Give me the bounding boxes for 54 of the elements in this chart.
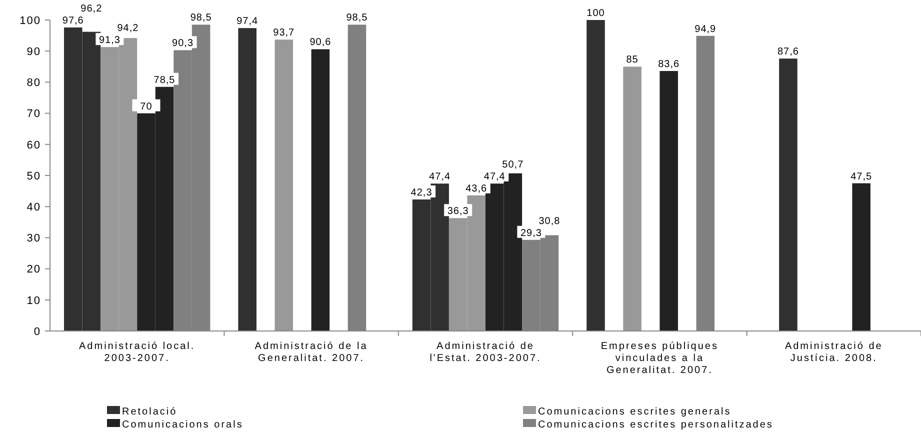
x-tick-label: Administració de la Generalitat. 2007. <box>254 341 368 364</box>
data-label: 100 <box>586 8 605 19</box>
x-tick-label: Empreses públiques vinculades a la Generalitat. 2007. <box>600 341 719 376</box>
x-tick-label: Administració local. 2003-2007. <box>79 341 196 364</box>
data-label: 96,2 <box>80 3 102 14</box>
data-label: 98,5 <box>190 12 212 24</box>
x-tick-label: Administració de l'Estat. 2003-2007. <box>430 341 542 364</box>
data-label: 90,3 <box>172 38 194 50</box>
data-label: 90,6 <box>310 37 332 48</box>
data-label: 42,3 <box>410 187 432 198</box>
data-label: 94,9 <box>694 24 716 35</box>
data-label: 43,6 <box>466 183 488 194</box>
bar <box>779 58 798 331</box>
data-label: 30,8 <box>538 216 560 227</box>
legend-label: Comunicacions orals <box>122 420 244 430</box>
y-tick-label: 70 <box>26 108 41 120</box>
data-label: 47,5 <box>850 171 872 182</box>
legend-label: Comunicacions escrites generals <box>538 406 732 418</box>
data-label: 50,7 <box>502 159 524 170</box>
y-tick-label: 30 <box>26 232 41 245</box>
bar <box>586 20 605 331</box>
y-tick-label: 20 <box>26 264 41 276</box>
data-label: 36,3 <box>447 206 469 218</box>
data-label: 29,3 <box>520 228 542 239</box>
data-label: 94,2 <box>117 23 139 34</box>
data-label: 85 <box>626 54 638 66</box>
data-label: 83,6 <box>658 59 680 70</box>
y-tick-label: 100 <box>20 14 41 27</box>
bar <box>623 66 642 331</box>
bar <box>311 49 330 331</box>
y-tick-label: 0 <box>34 326 41 338</box>
y-tick-label: 90 <box>26 46 41 58</box>
x-tick-label: Administració de Justícia. 2008. <box>784 341 883 364</box>
y-tick-label: 80 <box>26 77 41 90</box>
y-tick-label: 50 <box>26 170 41 182</box>
data-label: 93,7 <box>273 28 295 39</box>
data-label: 97,4 <box>236 16 258 28</box>
bar <box>852 183 870 331</box>
bar <box>238 28 256 331</box>
y-tick-label: 40 <box>26 201 41 214</box>
bar <box>274 40 294 331</box>
y-tick-label: 60 <box>26 139 41 152</box>
data-label: 70 <box>140 101 152 112</box>
legend-label: Retolació <box>122 406 178 418</box>
data-label: 47,4 <box>484 171 506 182</box>
data-label: 87,6 <box>777 46 799 58</box>
data-label: 91,3 <box>98 35 120 46</box>
data-label: 47,4 <box>429 172 451 183</box>
legend-label: Comunicacions escrites personalitzades <box>538 420 774 430</box>
y-tick-label: 10 <box>26 294 41 307</box>
data-label: 98,5 <box>346 12 368 24</box>
data-label: 78,5 <box>154 74 176 86</box>
bar <box>660 71 678 331</box>
data-label: 97,6 <box>62 15 84 26</box>
